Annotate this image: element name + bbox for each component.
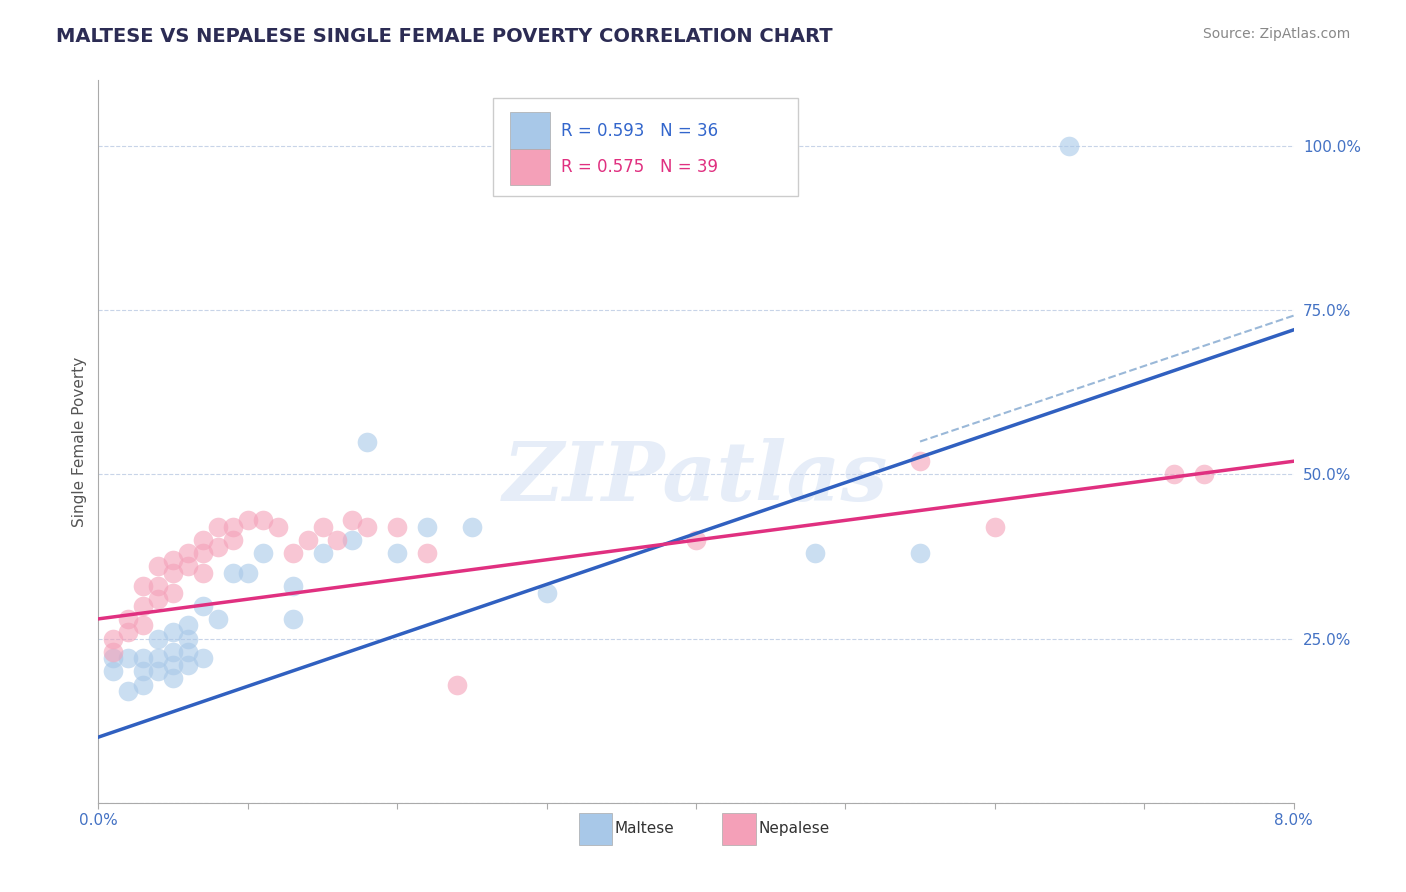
Point <box>356 434 378 449</box>
FancyBboxPatch shape <box>509 149 550 186</box>
Point <box>1192 467 1215 482</box>
Point <box>461 520 484 534</box>
Point <box>148 592 170 607</box>
Point <box>103 665 125 679</box>
Point <box>177 559 200 574</box>
Text: Source: ZipAtlas.com: Source: ZipAtlas.com <box>1202 27 1350 41</box>
Point <box>191 651 214 665</box>
Point <box>162 553 184 567</box>
Point <box>222 566 245 580</box>
Y-axis label: Single Female Poverty: Single Female Poverty <box>72 357 87 526</box>
Point <box>311 546 333 560</box>
Point <box>236 513 259 527</box>
Point <box>132 651 155 665</box>
Point <box>804 546 827 560</box>
Point <box>162 645 184 659</box>
Point <box>281 579 304 593</box>
Point <box>356 520 378 534</box>
Point <box>536 585 558 599</box>
Point <box>132 665 155 679</box>
Point <box>177 546 200 560</box>
Point <box>177 645 200 659</box>
Point <box>685 533 707 547</box>
Point <box>117 612 139 626</box>
Text: R = 0.575   N = 39: R = 0.575 N = 39 <box>561 158 718 176</box>
Point <box>148 665 170 679</box>
Point <box>148 632 170 646</box>
Point <box>177 632 200 646</box>
Point <box>191 599 214 613</box>
Point <box>132 599 155 613</box>
Point <box>416 546 439 560</box>
Point <box>222 520 245 534</box>
Text: Maltese: Maltese <box>614 822 675 837</box>
Point <box>984 520 1007 534</box>
Point <box>162 625 184 640</box>
Text: Nepalese: Nepalese <box>758 822 830 837</box>
FancyBboxPatch shape <box>579 813 613 845</box>
Text: R = 0.593   N = 36: R = 0.593 N = 36 <box>561 122 718 140</box>
Text: ZIPatlas: ZIPatlas <box>503 438 889 517</box>
Point <box>162 585 184 599</box>
FancyBboxPatch shape <box>723 813 756 845</box>
Point <box>191 533 214 547</box>
Point <box>207 612 229 626</box>
Point <box>385 520 409 534</box>
Point <box>117 651 139 665</box>
Point <box>191 566 214 580</box>
Point <box>148 559 170 574</box>
Point <box>385 546 409 560</box>
Text: MALTESE VS NEPALESE SINGLE FEMALE POVERTY CORRELATION CHART: MALTESE VS NEPALESE SINGLE FEMALE POVERT… <box>56 27 832 45</box>
Point <box>342 533 364 547</box>
Point <box>132 618 155 632</box>
Point <box>132 677 155 691</box>
Point <box>252 546 274 560</box>
Point <box>207 520 229 534</box>
Point <box>281 546 304 560</box>
Point <box>177 618 200 632</box>
Point <box>103 645 125 659</box>
Point <box>177 657 200 672</box>
Point <box>342 513 364 527</box>
Point <box>908 454 931 468</box>
Point <box>162 671 184 685</box>
Point <box>132 579 155 593</box>
Point <box>162 657 184 672</box>
Point <box>207 540 229 554</box>
Point <box>1163 467 1185 482</box>
Point <box>326 533 349 547</box>
Point <box>267 520 290 534</box>
Point <box>162 566 184 580</box>
Point <box>281 612 304 626</box>
Point <box>1059 139 1081 153</box>
Point <box>148 579 170 593</box>
Point <box>148 651 170 665</box>
Point <box>103 651 125 665</box>
Point <box>103 632 125 646</box>
Point <box>236 566 259 580</box>
Point <box>117 684 139 698</box>
FancyBboxPatch shape <box>494 98 797 196</box>
Point <box>252 513 274 527</box>
Point <box>311 520 333 534</box>
Point <box>191 546 214 560</box>
Point <box>297 533 319 547</box>
Point <box>446 677 468 691</box>
Point <box>908 546 931 560</box>
FancyBboxPatch shape <box>509 112 550 149</box>
Point <box>117 625 139 640</box>
Point <box>416 520 439 534</box>
Point <box>222 533 245 547</box>
